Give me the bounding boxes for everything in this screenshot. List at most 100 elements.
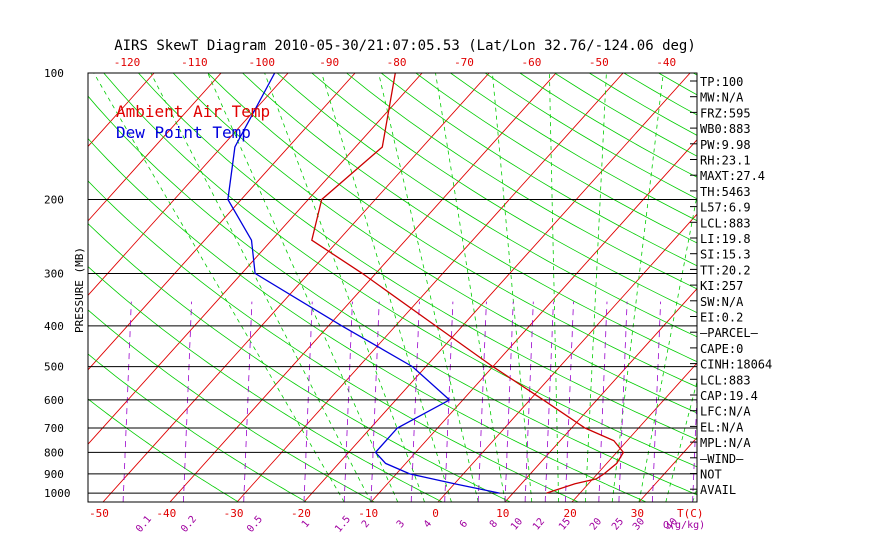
isotherm-line — [571, 362, 697, 502]
mixing-ratio-tick-label: 20 — [588, 516, 604, 532]
isotherm-line — [773, 73, 870, 502]
top-temp-tick-label: -50 — [589, 56, 609, 69]
stability-index-item: EL:N/A — [700, 420, 744, 434]
pressure-tick-label: 900 — [44, 468, 64, 481]
moist-adiabat-line — [93, 73, 345, 502]
stability-index-item: WB0:883 — [700, 122, 751, 136]
dry-adiabat-line — [346, 73, 697, 290]
bottom-temp-tick-label: 0 — [432, 507, 439, 520]
stability-index-item: EI:0.2 — [700, 311, 743, 325]
stability-index-item: TP:100 — [700, 75, 743, 89]
pressure-tick-label: 100 — [44, 67, 64, 80]
dry-adiabat-line — [450, 73, 697, 222]
isotherm-line — [88, 73, 222, 222]
chart-grid — [0, 73, 870, 502]
stability-index-item: RH:23.1 — [700, 154, 751, 168]
mixing-ratio-tick-label: 10 — [509, 516, 525, 532]
stability-index-item: L57:6.9 — [700, 201, 751, 215]
top-temp-tick-label: -110 — [181, 56, 208, 69]
dry-adiabat-line — [415, 73, 697, 244]
isotherm-line — [504, 287, 697, 502]
bottom-temp-tick-label: -20 — [291, 507, 311, 520]
dry-adiabat-line — [103, 73, 697, 468]
stability-index-item: LFC:N/A — [700, 405, 751, 419]
bottom-temp-tick-label: 20 — [563, 507, 576, 520]
dry-adiabat-line — [88, 137, 647, 502]
stability-index-item: SI:15.3 — [700, 248, 751, 262]
mixing-ratio-line — [183, 301, 192, 502]
mixing-ratio-line — [477, 301, 487, 502]
isotherm-line — [88, 73, 423, 445]
top-temp-tick-label: -40 — [656, 56, 676, 69]
dry-adiabat-line — [172, 73, 697, 414]
dry-adiabat-line — [763, 73, 870, 502]
chart-title: AIRS SkewT Diagram 2010-05-30/21:07:05.5… — [114, 38, 696, 54]
dry-adiabat-line — [658, 73, 697, 96]
bottom-temp-tick-label: 30 — [631, 507, 644, 520]
mixing-ratio-line — [618, 301, 628, 502]
stability-index-item: CAP:19.4 — [700, 389, 758, 403]
bottom-temp-tick-label: 10 — [496, 507, 509, 520]
legend-ambient-air-temp: Ambient Air Temp — [116, 102, 270, 121]
isotherm-line — [638, 436, 697, 502]
mixing-ratio-line — [544, 301, 554, 502]
pressure-tick-label: 400 — [44, 320, 64, 333]
dry-adiabat-line — [138, 73, 697, 440]
dry-adiabat-line — [311, 73, 697, 314]
isotherm-line — [370, 139, 697, 502]
dry-adiabat-line — [832, 73, 870, 502]
moist-adiabat-line — [264, 73, 425, 502]
dry-adiabat-line — [88, 309, 375, 502]
bottom-temp-tick-label: -10 — [358, 507, 378, 520]
mixing-ratio-line — [343, 301, 353, 502]
top-temp-tick-label: -100 — [249, 56, 276, 69]
dry-adiabat-line — [380, 73, 697, 267]
stability-index-item: PW:9.98 — [700, 138, 751, 152]
moist-adiabat-line — [665, 380, 697, 502]
stability-index-item: CAPE:0 — [700, 342, 743, 356]
pressure-tick-label: 800 — [44, 446, 64, 459]
mixing-ratio-line — [564, 301, 574, 502]
dry-adiabat-line — [797, 73, 870, 502]
mixing-ratio-tick-label: 2 — [360, 519, 372, 531]
moist-adiabat-line — [378, 73, 479, 502]
legend-dew-point-temp: Dew Point Temp — [116, 123, 251, 142]
top-temp-tick-label: -70 — [454, 56, 474, 69]
mixing-ratio-line — [524, 301, 534, 502]
pressure-tick-label: 1000 — [44, 487, 71, 500]
top-temp-tick-label: -90 — [319, 56, 339, 69]
dry-adiabat-line — [88, 223, 511, 502]
isotherm-line — [303, 73, 691, 502]
mixing-ratio-tick-label: 4 — [422, 519, 434, 531]
ambient-air-temp-line — [311, 73, 625, 494]
moist-adiabat-line — [611, 73, 664, 502]
bottom-temp-tick-label: -50 — [89, 507, 109, 520]
stability-index-item: LCL:883 — [700, 216, 751, 230]
isotherm-line — [102, 73, 490, 502]
stability-index-item: —WIND— — [700, 452, 744, 466]
mixing-ratio-tick-label: 0.2 — [179, 514, 199, 535]
stability-index-item: LCL:883 — [700, 373, 751, 387]
moist-adiabat-line — [150, 73, 372, 502]
dry-adiabat-line — [207, 73, 697, 388]
mixing-ratio-tick-label: 8 — [488, 519, 500, 531]
isotherm-line — [88, 73, 155, 148]
stability-index-item: LI:19.8 — [700, 232, 751, 246]
dry-adiabat-line — [242, 73, 697, 363]
isotherm-line — [236, 73, 624, 502]
mixing-ratio-tick-label: 1 — [300, 519, 312, 531]
mixing-ratio-line — [444, 301, 454, 502]
moist-adiabat-line — [435, 73, 506, 502]
dew-point-temp-line — [227, 73, 500, 494]
moist-adiabat-line — [321, 73, 452, 502]
isotherm-line — [0, 73, 20, 502]
moist-adiabat-line — [585, 73, 607, 502]
mixing-ratio-tick-label: 6 — [458, 519, 470, 531]
mixing-ratio-line — [410, 301, 420, 502]
mixing-ratio-line — [243, 301, 253, 502]
dry-adiabat-line — [484, 73, 697, 200]
dry-adiabat-line — [88, 353, 307, 502]
mixing-ratio-line — [504, 301, 514, 502]
mixing-ratio-line — [303, 301, 313, 502]
stability-index-item: —PARCEL— — [700, 326, 759, 340]
